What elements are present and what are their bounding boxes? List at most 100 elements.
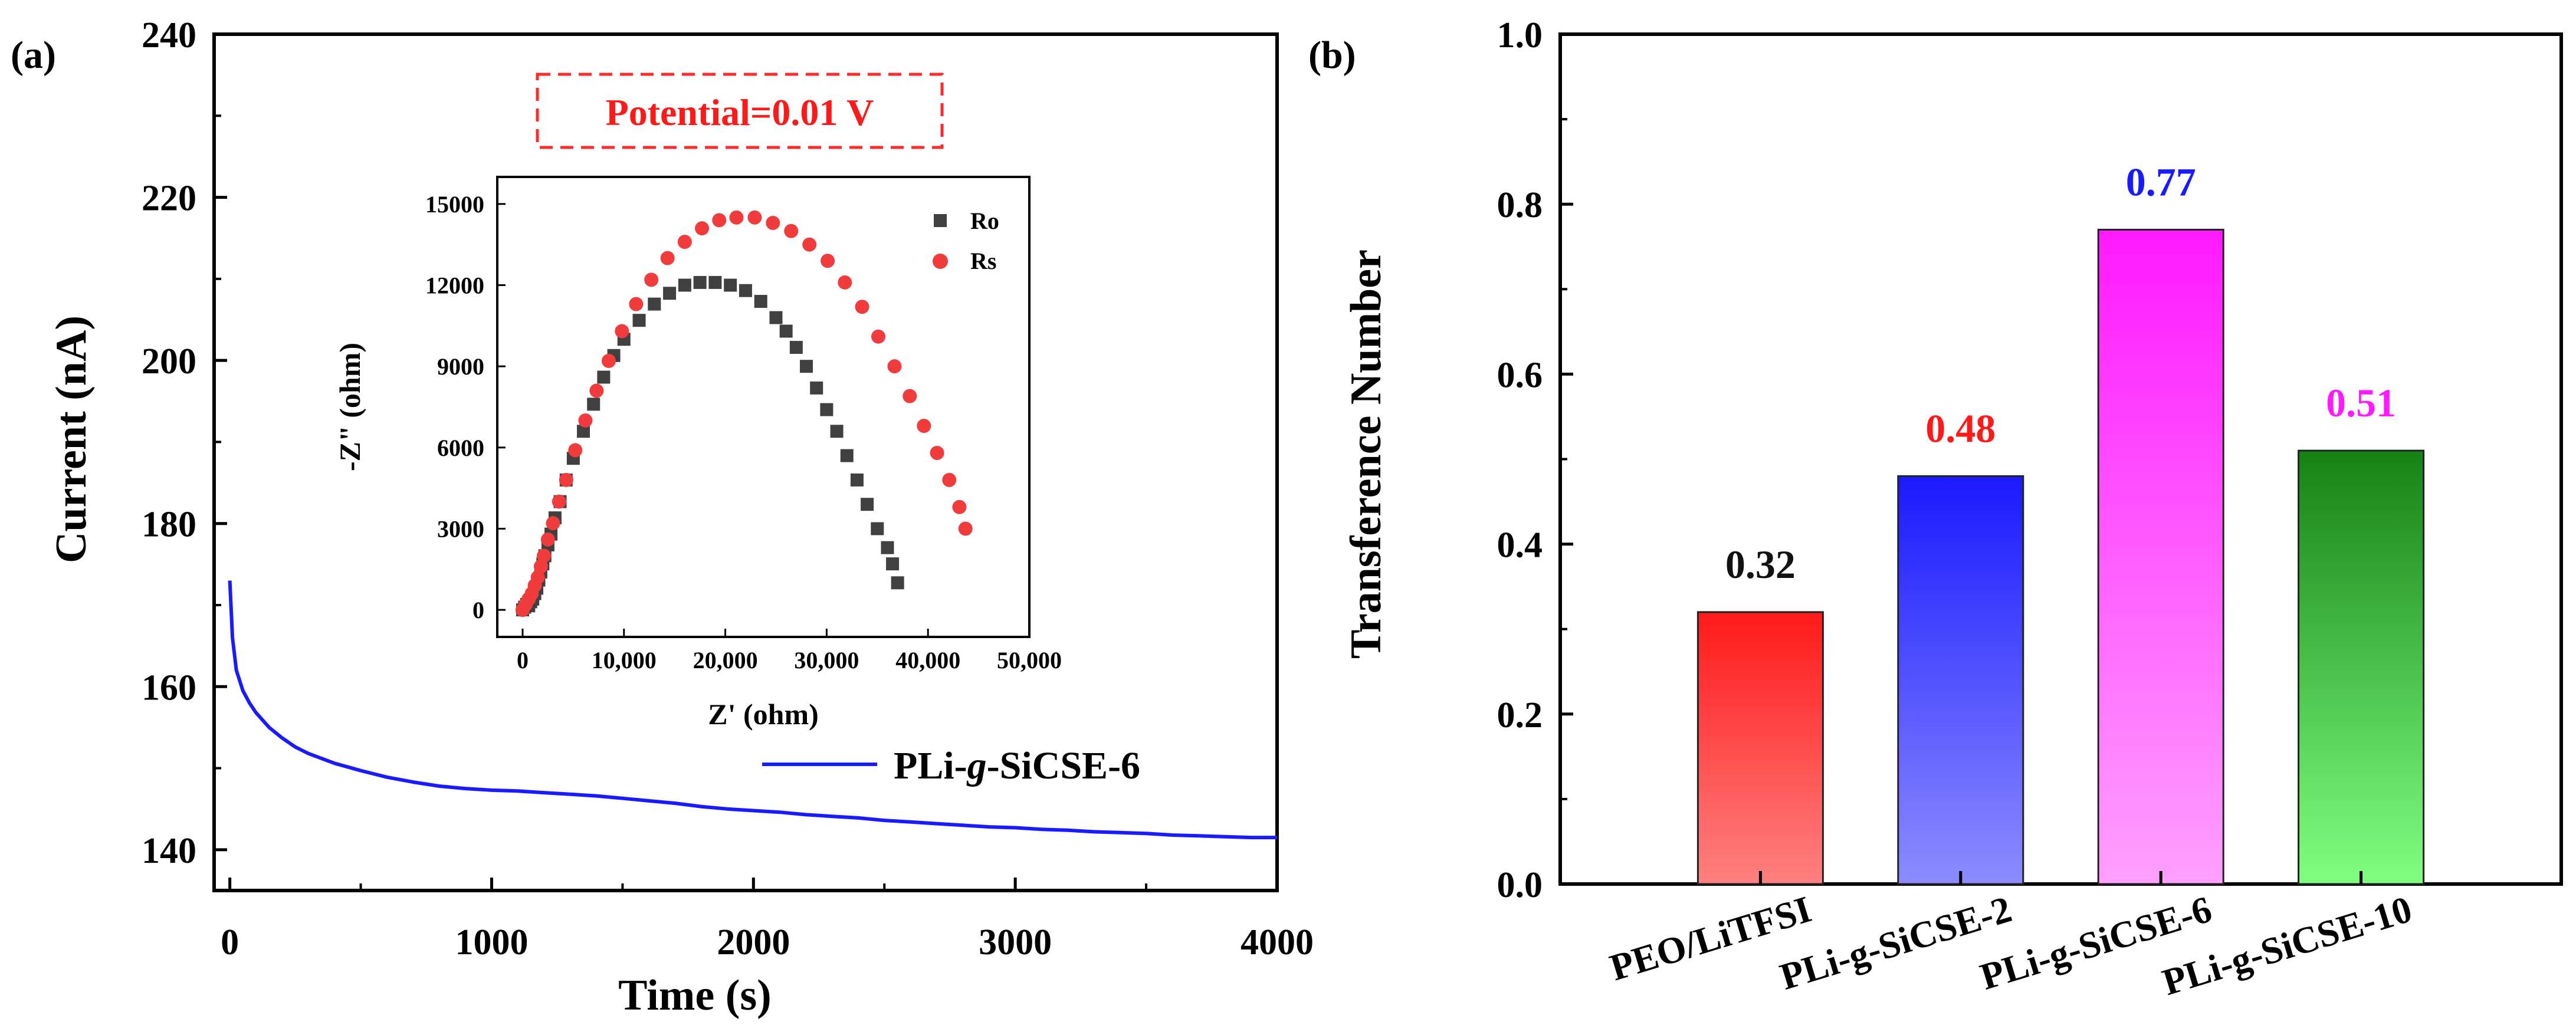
inset-y-tick-label: 15000 — [425, 191, 484, 218]
inset-point-ro — [708, 275, 722, 289]
inset-point-rs — [821, 254, 835, 268]
inset-x-axis-label: Z' (ohm) — [708, 698, 819, 731]
inset-point-rs — [838, 275, 852, 290]
panel-label-a: (a) — [11, 34, 56, 77]
inset-point-rs — [952, 500, 967, 514]
inset-point-rs — [568, 443, 583, 458]
panel-a-y-tick-label: 220 — [142, 179, 196, 219]
inset-point-rs — [887, 359, 902, 374]
panel-a: (a) 0 1000 2000 3000 4000140160180200220240 … — [11, 15, 1314, 1020]
inset-point-ro — [830, 425, 844, 438]
panel-a-x-tick-label: 4000 — [1241, 922, 1314, 962]
inset-point-rs — [855, 300, 869, 314]
panel-a-y-tick-label: 240 — [142, 15, 196, 55]
inset-point-ro — [779, 324, 793, 338]
inset-point-rs — [537, 548, 552, 563]
inset-point-rs — [903, 389, 917, 403]
inset-point-rs — [766, 216, 780, 230]
inset-y-tick-label: 3000 — [437, 515, 484, 542]
inset-point-ro — [587, 397, 600, 411]
inset-ticks: 0 10,000 20,000 30,000 40,000 50,000 0 3000 6000… — [425, 191, 1062, 673]
inset-legend-label-rs: Rs — [970, 248, 996, 274]
panel-a-y-tick-label: 160 — [142, 668, 196, 708]
inset-point-rs — [802, 237, 817, 252]
inset-point-ro — [769, 311, 783, 324]
inset-point-rs — [695, 221, 710, 236]
inset-point-ro — [886, 557, 900, 571]
bar-pli-g-sicse-10 — [2298, 449, 2425, 885]
inset-point-ro — [724, 278, 737, 292]
inset-point-rs — [871, 329, 886, 344]
inset-x-tick-label: 40,000 — [895, 647, 960, 673]
inset-point-ro — [678, 278, 691, 292]
bar-value-label: 0.77 — [2126, 159, 2196, 204]
panel-b-y-tick-label: 0.6 — [1497, 355, 1543, 395]
inset-y-tick-label: 6000 — [437, 435, 484, 461]
panel-b-y-tick-label: 0.8 — [1497, 185, 1543, 225]
inset-y-tick-label: 0 — [472, 597, 484, 623]
inset-point-rs — [533, 559, 548, 574]
panel-a-frame — [212, 32, 1279, 892]
inset-point-rs — [559, 472, 573, 487]
inset-point-ro — [739, 284, 752, 297]
inset-point-ro — [800, 360, 813, 373]
inset-x-tick-label: 10,000 — [592, 647, 657, 673]
bar-pli-g-sicse-2 — [1897, 475, 2024, 885]
panel-label-b: (b) — [1308, 34, 1356, 77]
inset-point-ro — [861, 498, 874, 511]
panel-b-bars: 0.32PEO/LiTFSI0.48PLi-g-SiCSE-20.77PLi-g… — [1605, 159, 2425, 1003]
potential-annotation: Potential=0.01 V — [606, 91, 874, 133]
inset-x-tick-label: 30,000 — [794, 647, 859, 673]
inset-point-ro — [789, 341, 803, 354]
inset-point-rs — [644, 272, 659, 287]
bar-value-label: 0.51 — [2326, 380, 2396, 425]
inset-point-rs — [552, 494, 566, 509]
panel-a-y-tick-label: 180 — [142, 505, 196, 545]
inset-point-ro — [810, 381, 823, 395]
inset-point-rs — [540, 532, 555, 547]
panel-a-x-tick-label: 3000 — [979, 922, 1052, 962]
inset-point-rs — [729, 210, 744, 225]
inset-point-ro — [648, 297, 661, 311]
panel-b-y-tick-label: 0.2 — [1497, 695, 1543, 735]
inset-x-tick-label: 0 — [517, 647, 529, 673]
inset-point-ro — [820, 403, 833, 416]
inset-point-rs — [601, 354, 616, 368]
panel-b-y-tick-label: 0.0 — [1497, 865, 1543, 905]
series-line-pli-g-sicse-6 — [228, 580, 1277, 840]
inset-y-tick-label: 12000 — [425, 272, 484, 299]
inset-point-ro — [891, 576, 904, 590]
inset-point-ro — [850, 473, 864, 487]
panel-b-y-tick-label: 0.4 — [1497, 525, 1543, 566]
inset-legend-label-ro: Ro — [970, 208, 999, 234]
inset-point-ro — [754, 295, 767, 308]
inset-point-rs — [917, 419, 931, 433]
panel-b-ticks: 0.0 0.2 0.4 0.6 0.8 1.0 — [1497, 15, 1573, 905]
inset-point-ro — [663, 287, 677, 300]
panel-a-x-tick-label: 1000 — [455, 922, 528, 962]
inset-chart: 0 10,000 20,000 30,000 40,000 50,000 0 3000 6000… — [333, 176, 1062, 731]
inset-point-rs — [712, 213, 727, 228]
panel-a-x-tick-label: 0 — [221, 922, 239, 962]
bar-value-label: 0.48 — [1925, 406, 1996, 451]
inset-point-ro — [693, 275, 707, 289]
bar-value-label: 0.32 — [1725, 542, 1796, 587]
inset-x-tick-label: 50,000 — [997, 647, 1062, 673]
inset-y-tick-label: 9000 — [437, 353, 484, 380]
inset-point-rs — [677, 235, 692, 249]
inset-point-rs — [958, 521, 973, 536]
panel-b-y-axis-label: Transference Number — [1342, 249, 1390, 659]
inset-point-rs — [615, 324, 629, 339]
inset-frame — [496, 176, 1031, 638]
inset-point-rs — [942, 472, 957, 487]
inset-legend-swatch-ro — [934, 214, 947, 227]
inset-point-rs — [660, 251, 675, 265]
panel-a-x-tick-label: 2000 — [717, 922, 790, 962]
panel-b-y-tick-label: 1.0 — [1497, 15, 1543, 55]
inset-x-tick-label: 20,000 — [693, 647, 758, 673]
inset-point-rs — [784, 224, 799, 238]
inset-point-ro — [881, 541, 894, 554]
inset-point-ro — [577, 425, 590, 438]
legend-label: PLi-g-SiCSE-6 — [894, 744, 1140, 787]
inset-point-rs — [747, 210, 762, 225]
